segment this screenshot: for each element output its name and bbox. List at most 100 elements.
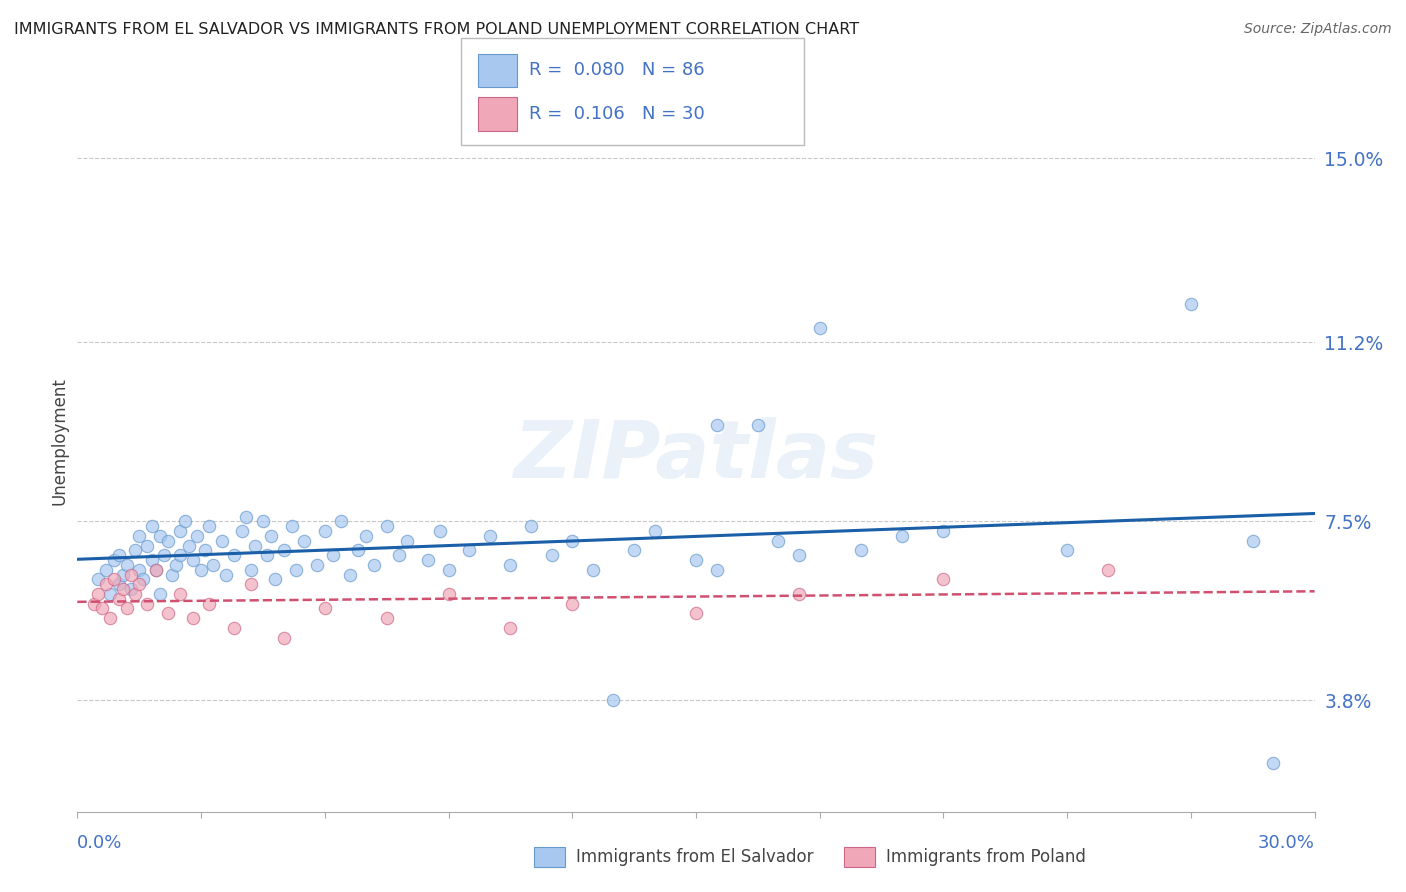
Point xyxy=(787,548,810,562)
Point xyxy=(499,621,522,635)
Point xyxy=(96,563,118,577)
Point xyxy=(177,539,200,553)
Point xyxy=(561,597,583,611)
Point xyxy=(111,582,134,596)
Point xyxy=(437,563,460,577)
Text: Source: ZipAtlas.com: Source: ZipAtlas.com xyxy=(1244,22,1392,37)
Point xyxy=(706,417,728,432)
Point xyxy=(264,573,287,587)
Text: R =  0.106   N = 30: R = 0.106 N = 30 xyxy=(529,105,704,123)
Point xyxy=(375,611,398,625)
Point xyxy=(478,529,501,543)
Point xyxy=(1241,533,1264,548)
Point xyxy=(284,563,307,577)
Point xyxy=(115,558,138,572)
Point xyxy=(120,582,142,596)
Point xyxy=(706,563,728,577)
Text: IMMIGRANTS FROM EL SALVADOR VS IMMIGRANTS FROM POLAND UNEMPLOYMENT CORRELATION C: IMMIGRANTS FROM EL SALVADOR VS IMMIGRANT… xyxy=(14,22,859,37)
Point xyxy=(124,587,146,601)
Point xyxy=(128,563,150,577)
Point xyxy=(932,573,955,587)
Point xyxy=(346,543,368,558)
Point xyxy=(685,553,707,567)
Point xyxy=(363,558,385,572)
Point xyxy=(1097,563,1119,577)
Point xyxy=(540,548,562,562)
Point xyxy=(120,567,142,582)
Text: 30.0%: 30.0% xyxy=(1258,834,1315,852)
Point xyxy=(1180,296,1202,310)
Point xyxy=(281,519,304,533)
Point xyxy=(314,601,336,615)
Point xyxy=(375,519,398,533)
Point xyxy=(194,543,217,558)
Point xyxy=(305,558,328,572)
Point xyxy=(145,563,167,577)
Point xyxy=(198,597,221,611)
Point xyxy=(932,524,955,538)
Point xyxy=(98,587,121,601)
Point xyxy=(273,543,295,558)
Point xyxy=(107,577,129,591)
Point xyxy=(124,543,146,558)
Text: 0.0%: 0.0% xyxy=(77,834,122,852)
Point xyxy=(169,587,191,601)
Point xyxy=(91,601,114,615)
Point xyxy=(520,519,543,533)
Point xyxy=(149,529,172,543)
Point xyxy=(416,553,439,567)
Point xyxy=(96,577,118,591)
Point xyxy=(1263,756,1285,771)
Point xyxy=(239,563,262,577)
Point xyxy=(222,621,245,635)
Point xyxy=(339,567,361,582)
Point xyxy=(388,548,411,562)
Point xyxy=(190,563,212,577)
Point xyxy=(292,533,315,548)
Point xyxy=(136,539,159,553)
Point xyxy=(256,548,278,562)
Point xyxy=(103,553,125,567)
Point xyxy=(222,548,245,562)
Point xyxy=(149,587,172,601)
Point xyxy=(173,515,195,529)
Point xyxy=(260,529,283,543)
Text: Immigrants from Poland: Immigrants from Poland xyxy=(886,848,1085,866)
Point xyxy=(87,587,110,601)
Text: Immigrants from El Salvador: Immigrants from El Salvador xyxy=(576,848,814,866)
Point xyxy=(153,548,176,562)
Point xyxy=(181,553,204,567)
Point xyxy=(141,553,163,567)
Point xyxy=(235,509,257,524)
Point xyxy=(787,587,810,601)
Point xyxy=(202,558,225,572)
Point xyxy=(107,591,129,606)
Point xyxy=(1056,543,1078,558)
Point xyxy=(169,524,191,538)
Point xyxy=(561,533,583,548)
Point xyxy=(103,573,125,587)
Point xyxy=(145,563,167,577)
Point xyxy=(157,533,180,548)
Point xyxy=(243,539,266,553)
Point xyxy=(808,321,831,335)
Point xyxy=(181,611,204,625)
Point xyxy=(891,529,914,543)
Point xyxy=(429,524,451,538)
Point xyxy=(83,597,105,611)
Point xyxy=(198,519,221,533)
Point xyxy=(165,558,187,572)
Point xyxy=(273,631,295,645)
Point xyxy=(623,543,645,558)
Point xyxy=(111,567,134,582)
Point xyxy=(437,587,460,601)
Point xyxy=(499,558,522,572)
Point xyxy=(128,529,150,543)
Point xyxy=(252,515,274,529)
Text: R =  0.080   N = 86: R = 0.080 N = 86 xyxy=(529,62,704,79)
Point xyxy=(128,577,150,591)
Point xyxy=(231,524,253,538)
Point xyxy=(685,607,707,621)
Point xyxy=(314,524,336,538)
Point xyxy=(87,573,110,587)
